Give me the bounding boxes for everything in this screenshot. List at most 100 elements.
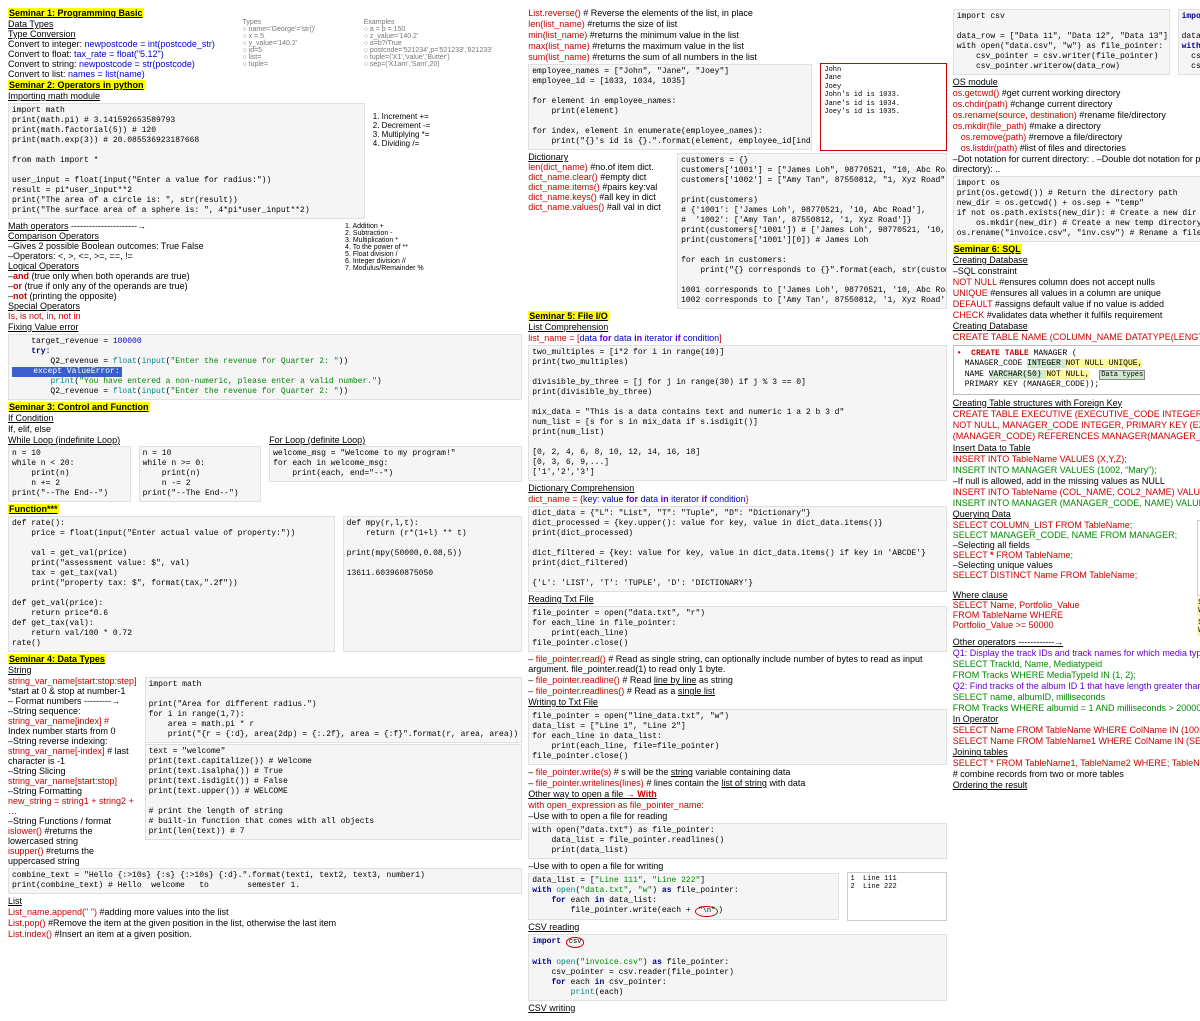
ins-4: INSERT INTO TableName (COL_NAME, COL2_NA…	[953, 487, 1200, 497]
writetxt-2: – file_pointer.writelines(lines) # lines…	[528, 778, 947, 788]
w-2: FROM TableName WHERE	[953, 610, 1190, 620]
join-heading: Joining tables	[953, 747, 1200, 757]
query-heading: Querying Data	[953, 509, 1200, 519]
func-code2: def mpy(r,l,t): return (r*(1+l) ** t) pr…	[343, 516, 523, 652]
importmath-heading: Importing math module	[8, 91, 522, 101]
list-3: List.index() #Insert an item at a given …	[8, 929, 522, 939]
list-rev: List.reverse() # Reverse the elements of…	[528, 8, 947, 18]
osmod-heading: OS module	[953, 77, 1200, 87]
str-15: isupper() #returns the uppercased string	[8, 846, 137, 866]
otherway-sig: with open_expression as file_pointer_nam…	[528, 800, 947, 810]
dict-4: dict_name.keys() #all key in dict	[528, 192, 669, 202]
str-5: string_var_name[index] #	[8, 716, 137, 726]
listcomp-heading: List Comprehension	[528, 322, 947, 332]
while-code1: n = 10 while n < 20: print(n) n += 2 pri…	[8, 446, 131, 502]
types-box2: Examples ○ a = b = 150 ○ z_value='140.2'…	[364, 19, 523, 79]
list-1: List_name.append(" ") #adding more value…	[8, 907, 522, 917]
dictcomp-heading: Dictionary Comprehension	[528, 483, 947, 493]
oo-1: Q1: Display the track IDs and track name…	[953, 648, 1200, 658]
sqlcon: –SQL constraint	[953, 266, 1200, 276]
create-tbl: CREATE TABLE NAME (COLUMN_NAME DATATYPE(…	[953, 332, 1200, 342]
sem2-heading: Seminar 2: Operators in python	[8, 80, 145, 90]
while-code2: n = 10 while n >= 0: print(n) n -= 2 pri…	[139, 446, 262, 502]
dictcomp-code: dict_data = {"L": "List", "T": "Tuple", …	[528, 506, 947, 592]
fk-sql: CREATE TABLE EXECUTIVE (EXECUTIVE_CODE I…	[953, 409, 1200, 443]
str-11: –String Formatting	[8, 786, 137, 796]
csvwrite-code2: import csv writerows() data_rows = [["Da…	[1178, 9, 1200, 75]
ops-list: 1. Increment += 2. Decrement -= 3. Multi…	[373, 102, 522, 220]
otherway-out: 1 Line 111 2 Line 222	[847, 872, 946, 921]
ifcond-heading: If Condition	[8, 413, 522, 423]
column-1: Seminar 1: Programming Basic Data Types …	[8, 8, 522, 1013]
dict-5: dict_name.values() #all val in dict	[528, 202, 669, 212]
os-3: os.rename(source, destination) #rename f…	[953, 110, 1200, 120]
otherops-heading: Other operators ------------→	[953, 637, 1200, 647]
str-9: –String Slicing	[8, 766, 137, 776]
create-example: • CREATE TABLE MANAGER ( ⟵ MANAGER_CODE …	[953, 345, 1200, 395]
otherway-code1: with open("data.txt") as file_pointer: d…	[528, 823, 947, 859]
forloop-heading: For Loop (definite Loop)	[269, 435, 522, 445]
func-code1: def rate(): price = float(input("Enter a…	[8, 516, 335, 652]
oo-2: SELECT TrackId, Name, Mediatypeid	[953, 659, 1200, 669]
conv-list: Convert to list: names = list(name)	[8, 69, 234, 79]
column-3: import csv data_row = ["Data 11", "Data …	[953, 8, 1200, 1013]
str-4: –String sequence:	[8, 706, 137, 716]
dict-2: dict_name.clear() #empty dict	[528, 172, 669, 182]
str-right-code1: import math print("Area for different ra…	[145, 677, 523, 743]
sql-def: DEFAULT #assigns default value if no val…	[953, 299, 1200, 309]
fk-heading: Creating Table structures with Foreign K…	[953, 398, 1200, 408]
j-2: # combine records from two or more table…	[953, 769, 1200, 779]
str-1: string_var_name[start:stop:step]	[8, 676, 137, 686]
str-12: new_string = string1 + string2 + …	[8, 796, 137, 816]
logops-or: –or (true if only any of the operands ar…	[8, 281, 337, 291]
q-3: –Selecting all fields	[953, 540, 1190, 550]
os-4: os.mkdir(file_path) #make a directory	[953, 121, 1200, 131]
list-len: len(list_name) #returns the size of list	[528, 19, 947, 29]
types-box: Types ○ name='George'='str()' ○ x = 5 ○ …	[242, 19, 355, 79]
str-10: string_var_name[start:stop]	[8, 776, 137, 786]
fixval-code: target_revenue = 100000 try: Q2_revenue …	[8, 334, 522, 400]
str-13: –String Functions / format	[8, 816, 137, 826]
ins-5: INSERT INTO MANAGER (MANAGER_CODE, NAME)…	[953, 498, 1200, 508]
conv-float: Convert to float: tax_rate = float("5.12…	[8, 49, 234, 59]
order-heading: Ordering the result	[953, 780, 1200, 790]
mathops-heading: Math operators	[8, 221, 69, 231]
for-code: welcome_msg = "Welcome to my program!" f…	[269, 446, 522, 482]
emp-out: John Jane Joey John's id is 1033. Jane's…	[820, 63, 946, 151]
compops-2: –Operators: <, >, <=, >=, ==, !=	[8, 251, 337, 261]
function-heading: Function***	[8, 504, 59, 514]
dict-3: dict_name.items() #pairs key:val	[528, 182, 669, 192]
insert-heading: Insert Data to Table	[953, 443, 1200, 453]
str-6: Index number starts from 0	[8, 726, 137, 736]
sql-nn: NOT NULL #ensures column does not accept…	[953, 277, 1200, 287]
logops-and: –and (true only when both operands are t…	[8, 271, 337, 281]
listcomp-code: two_multiples = [i*2 for i in range(10)]…	[528, 345, 947, 481]
readtxt-code: file_pointer = open("data.txt", "r") for…	[528, 606, 947, 652]
oo-5: SELECT name, albumID, milliseconds	[953, 692, 1200, 702]
createdb2-heading: Creating Database	[953, 321, 1200, 331]
specops-1: Is, is not, in, not in	[8, 311, 337, 321]
readtxt-3: – file_pointer.readlines() # Read as a s…	[528, 686, 947, 696]
sem3-heading: Seminar 3: Control and Function	[8, 402, 150, 412]
ifcond-1: If, elif, else	[8, 424, 522, 434]
in-1: SELECT Name FROM TableName WHERE ColName…	[953, 725, 1200, 735]
list-max: max(list_name) #returns the maximum valu…	[528, 41, 947, 51]
emp-code: employee_names = ["John", "Jane", "Joey"…	[528, 64, 812, 150]
csvwrite-code1: import csv data_row = ["Data 11", "Data …	[953, 9, 1170, 75]
dictcomp-sig: dict_name = {key: value for data in iter…	[528, 494, 947, 504]
str-2: *start at 0 & stop at number-1	[8, 686, 137, 696]
combine-code: combine_text = "Hello {:>10s} {:s} {:>10…	[8, 868, 522, 894]
list-heading: List	[8, 896, 522, 906]
listcomp-sig: list_name = [data for data in iterator i…	[528, 333, 947, 343]
logops-not: –not (printing the opposite)	[8, 291, 337, 301]
list-min: min(list_name) #returns the minimum valu…	[528, 30, 947, 40]
oo-6: FROM Tracks WHERE albumid = 1 AND millis…	[953, 703, 1200, 713]
sem4-heading: Seminar 4: Data Types	[8, 654, 106, 664]
ins-2: INSERT INTO MANAGER VALUES (1002, “Mary”…	[953, 465, 1200, 475]
otherway-heading: Other way to open a file → With	[528, 789, 947, 799]
ins-1: INSERT INTO TableName VALUES (X,Y,Z);	[953, 454, 1200, 464]
os-code: import os print(os.getcwd()) # Return th…	[953, 176, 1200, 242]
logops-heading: Logical Operators	[8, 261, 337, 271]
fixval-heading: Fixing Value error	[8, 322, 522, 332]
os-5: os.remove(path) #remove a file/directory	[961, 132, 1200, 142]
